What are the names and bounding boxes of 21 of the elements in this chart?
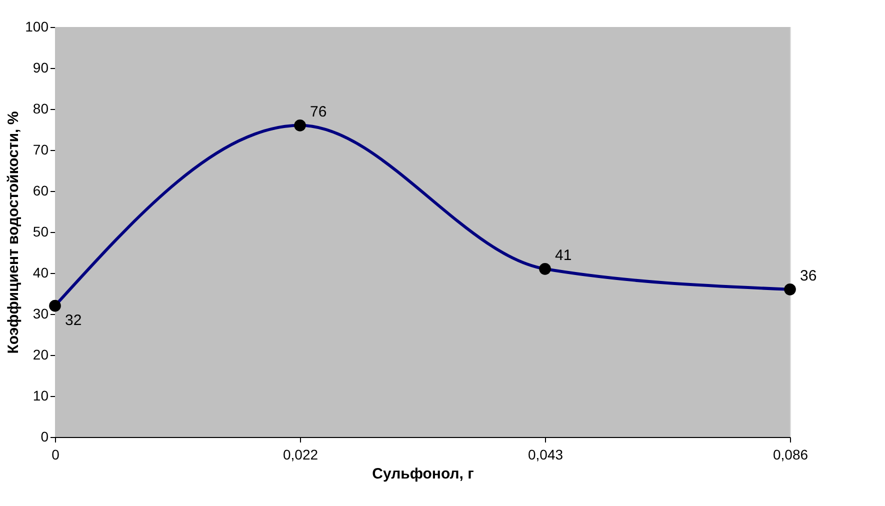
y-tick-label: 40 bbox=[32, 264, 49, 280]
x-tick-label: 0,043 bbox=[528, 446, 564, 462]
y-tick-label: 70 bbox=[32, 142, 49, 158]
y-tick-label: 50 bbox=[32, 224, 49, 240]
data-label: 36 bbox=[800, 267, 817, 284]
x-axis-title: Сульфонол, г bbox=[372, 466, 474, 482]
data-label: 32 bbox=[65, 312, 82, 329]
data-label: 76 bbox=[310, 103, 327, 120]
y-tick-label: 60 bbox=[32, 182, 49, 198]
y-tick-label: 30 bbox=[32, 306, 49, 322]
x-tick-label: 0 bbox=[52, 446, 60, 462]
y-tick-label: 90 bbox=[32, 60, 49, 76]
y-tick-label: 20 bbox=[32, 346, 49, 362]
y-tick-label: 10 bbox=[32, 388, 49, 404]
y-tick-label: 0 bbox=[40, 428, 49, 444]
y-tick-label: 80 bbox=[32, 100, 49, 116]
x-tick-label: 0,022 bbox=[282, 446, 318, 462]
data-label: 41 bbox=[555, 246, 572, 264]
x-tick-label: 0,086 bbox=[772, 446, 808, 462]
y-tick-label: 100 bbox=[25, 18, 49, 34]
y-axis-title: Коэффициент водостойкости, % bbox=[5, 111, 22, 354]
